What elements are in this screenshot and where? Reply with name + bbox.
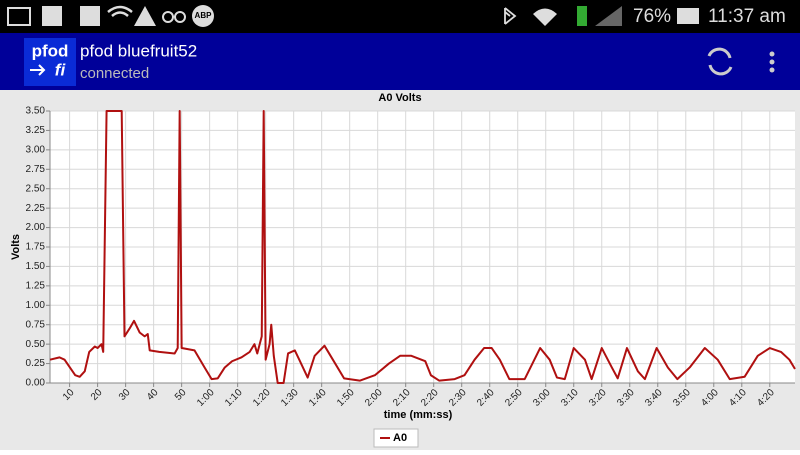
bluetooth-icon <box>504 7 517 25</box>
app-title: pfod bluefruit52 <box>80 41 197 60</box>
data-line <box>49 110 796 384</box>
battery-percent: 76% <box>633 6 671 27</box>
signal-icon <box>595 6 622 26</box>
y-tick-label: 3.25 <box>26 125 46 136</box>
x-axis-label: time (mm:ss) <box>384 409 453 421</box>
y-tick-label: 2.50 <box>26 183 46 194</box>
y-tick-label: 0.50 <box>26 339 46 350</box>
refresh-icon[interactable] <box>707 47 733 76</box>
y-tick-label: 0.25 <box>26 358 46 369</box>
legend-label: A0 <box>393 432 407 444</box>
y-tick-label: 2.00 <box>26 222 46 233</box>
menu-dot[interactable] <box>769 59 775 65</box>
y-tick-label: 1.75 <box>26 242 46 253</box>
status-bar <box>0 0 800 33</box>
y-tick-label: 1.00 <box>26 300 46 311</box>
app-subtitle: connected <box>80 65 149 82</box>
y-tick-label: 0.75 <box>26 319 46 330</box>
legend-box <box>373 428 419 448</box>
y-tick-label: 3.00 <box>26 144 46 155</box>
y-tick-label: 3.50 <box>26 106 46 117</box>
y-tick-label: 2.75 <box>26 164 46 175</box>
y-tick-label: 0.00 <box>26 378 46 389</box>
logo-text: fi <box>55 60 67 79</box>
app-logo <box>24 38 76 86</box>
y-axis-label: Volts <box>10 234 22 260</box>
glasses-icon <box>162 11 174 23</box>
battery-icon <box>677 8 699 24</box>
logo-text: pfod <box>32 41 69 60</box>
notification-icon <box>7 7 31 26</box>
abp-icon <box>192 5 214 27</box>
chart-title: A0 Volts <box>378 92 421 104</box>
refresh-button[interactable] <box>707 47 733 76</box>
signal-icon <box>577 6 587 26</box>
logo-arrow <box>30 64 46 76</box>
notification-icon <box>80 6 100 26</box>
y-tick-label: 2.25 <box>26 203 46 214</box>
app-bar <box>0 33 800 90</box>
menu-dot[interactable] <box>769 51 775 57</box>
menu-button[interactable] <box>769 51 775 73</box>
glasses-icon <box>174 11 186 23</box>
notification-icon <box>42 6 62 26</box>
menu-dot[interactable] <box>769 67 775 73</box>
wifi-icon <box>533 8 557 26</box>
y-tick-label: 1.25 <box>26 280 46 291</box>
wifi-icon <box>107 5 133 17</box>
y-tick-label: 1.50 <box>26 261 46 272</box>
warning-icon <box>134 6 156 26</box>
clock: 11:37 am <box>708 6 786 27</box>
abp-text: ABP <box>195 11 213 20</box>
